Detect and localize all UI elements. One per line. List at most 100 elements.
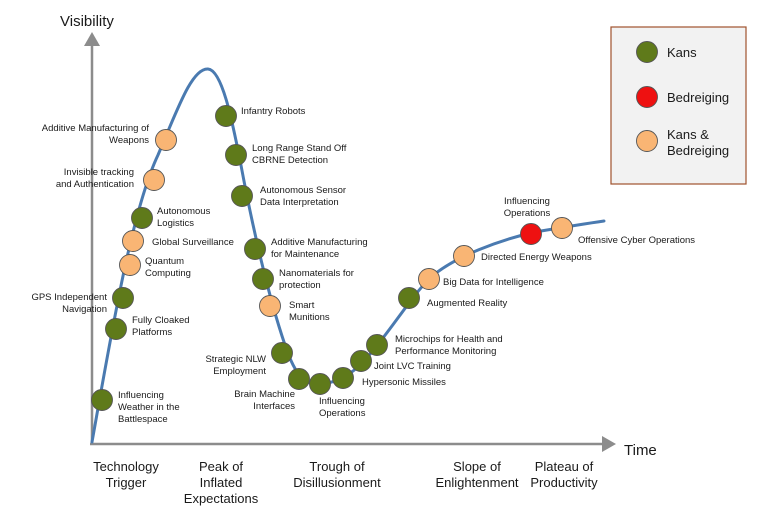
tech-item: Hypersonic Missiles — [332, 367, 446, 389]
legend-label: Kans & Bedreiging — [667, 127, 729, 158]
tech-marker — [453, 245, 475, 267]
phase-label: Slope of Enlightenment — [435, 459, 518, 490]
phase-label: Plateau of Productivity — [530, 459, 598, 490]
tech-label-line: Influencing — [504, 196, 550, 207]
tech-label-line: for Maintenance — [271, 249, 339, 260]
tech-marker — [332, 367, 354, 389]
axes: Visibility Time — [60, 13, 657, 459]
tech-item: GPS Independent Navigation — [31, 287, 134, 315]
tech-item: Long Range Stand Off CBRNE Detection — [225, 143, 347, 166]
tech-label: Smart Munitions — [289, 300, 330, 323]
tech-label: Influencing Operations — [319, 396, 366, 419]
tech-item: Microchips for Health and Performance Mon… — [366, 334, 503, 357]
tech-label-line: Operations — [319, 408, 366, 419]
tech-label-line: Invisible tracking — [64, 167, 134, 178]
tech-label: Additive Manufacturing for Maintenance — [271, 237, 368, 260]
tech-marker — [231, 185, 253, 207]
phase-label-line: Enlightenment — [435, 475, 518, 490]
legend-label: Bedreiging — [667, 90, 729, 105]
tech-marker — [366, 334, 388, 356]
tech-label: Influencing Operations — [504, 196, 551, 219]
tech-label-line: Global Surveillance — [152, 237, 234, 248]
tech-marker — [398, 287, 420, 309]
tech-item: Infantry Robots — [215, 105, 306, 127]
tech-item: Fully Cloaked Platforms — [105, 315, 190, 340]
phase-label: Technology Trigger — [93, 459, 159, 490]
tech-label-line: Additive Manufacturing of — [42, 123, 150, 134]
tech-label-line: Offensive Cyber Operations — [578, 235, 695, 246]
tech-label-line: Hypersonic Missiles — [362, 377, 446, 388]
tech-label: Autonomous Logistics — [157, 206, 211, 229]
tech-label-line: Influencing — [118, 390, 164, 401]
tech-marker — [91, 389, 113, 411]
tech-marker — [418, 268, 440, 290]
tech-marker — [288, 368, 310, 390]
y-axis-arrowhead — [84, 32, 100, 46]
tech-marker — [551, 217, 573, 239]
tech-label-line: Platforms — [132, 327, 172, 338]
tech-label: Additive Manufacturing of Weapons — [42, 123, 150, 146]
tech-item: Influencing Operations — [309, 373, 366, 419]
tech-label: Offensive Cyber Operations — [578, 235, 695, 246]
phase-label-line: Disillusionment — [293, 475, 381, 490]
tech-label-line: Autonomous — [157, 206, 211, 217]
tech-label-line: Logistics — [157, 218, 194, 229]
tech-marker — [244, 238, 266, 260]
technology-items: Influencing Weather in the Battlespace Full… — [31, 105, 695, 425]
tech-label-line: Weather in the — [118, 402, 180, 413]
y-axis-title: Visibility — [60, 13, 114, 30]
tech-label: Augmented Reality — [427, 298, 508, 309]
tech-label-line: CBRNE Detection — [252, 155, 328, 166]
tech-item: Autonomous Logistics — [131, 206, 211, 229]
tech-label-line: Brain Machine — [234, 389, 295, 400]
tech-marker — [119, 254, 141, 276]
tech-label: Brain Machine Interfaces — [234, 389, 295, 412]
tech-marker — [215, 105, 237, 127]
legend-label-line: Kans — [667, 45, 697, 60]
tech-item: Additive Manufacturing of Weapons — [42, 123, 177, 151]
tech-label: Strategic NLW Employment — [205, 354, 266, 377]
tech-label-line: Operations — [504, 208, 551, 219]
tech-label: Joint LVC Training — [374, 361, 451, 372]
tech-label-line: Microchips for Health and — [395, 334, 503, 345]
tech-label: Long Range Stand Off CBRNE Detection — [252, 143, 347, 166]
tech-label: Influencing Weather in the Battlespace — [118, 390, 180, 425]
tech-label-line: Weapons — [109, 135, 149, 146]
legend-item: Kans & Bedreiging — [636, 127, 729, 158]
tech-label-line: Autonomous Sensor — [260, 185, 346, 196]
tech-label: Infantry Robots — [241, 106, 306, 117]
tech-item: Joint LVC Training — [350, 350, 451, 372]
phase-label-line: Trigger — [106, 475, 147, 490]
tech-label-line: Munitions — [289, 312, 330, 323]
tech-label-line: GPS Independent — [31, 292, 107, 303]
tech-label: Quantum Computing — [145, 256, 191, 279]
phase-label-line: Technology — [93, 459, 159, 474]
tech-item: Influencing Weather in the Battlespace — [91, 389, 180, 425]
tech-item: Brain Machine Interfaces — [234, 368, 310, 412]
tech-label-line: Interfaces — [253, 401, 295, 412]
tech-label-line: protection — [279, 280, 321, 291]
tech-label-line: Fully Cloaked — [132, 315, 190, 326]
tech-label-line: Influencing — [319, 396, 365, 407]
tech-label-line: Joint LVC Training — [374, 361, 451, 372]
tech-label-line: Additive Manufacturing — [271, 237, 368, 248]
tech-label-line: Directed Energy Weapons — [481, 252, 592, 263]
legend-item: Kans — [636, 41, 697, 63]
phase-label-line: Peak of — [199, 459, 243, 474]
legend-label-line: Bedreiging — [667, 143, 729, 158]
legend-label-line: Kans & — [667, 127, 709, 142]
tech-label-line: Performance Monitoring — [395, 346, 496, 357]
tech-label: Fully Cloaked Platforms — [132, 315, 190, 338]
tech-item: Offensive Cyber Operations — [551, 217, 695, 246]
tech-marker — [105, 318, 127, 340]
tech-marker — [112, 287, 134, 309]
tech-marker — [259, 295, 281, 317]
tech-label: Autonomous Sensor Data Interpretation — [260, 185, 346, 208]
phase-label-line: Expectations — [184, 491, 259, 506]
tech-label-line: Employment — [213, 366, 266, 377]
tech-marker — [309, 373, 331, 395]
tech-item: Strategic NLW Employment — [205, 342, 293, 377]
phase-label-line: Slope of — [453, 459, 501, 474]
